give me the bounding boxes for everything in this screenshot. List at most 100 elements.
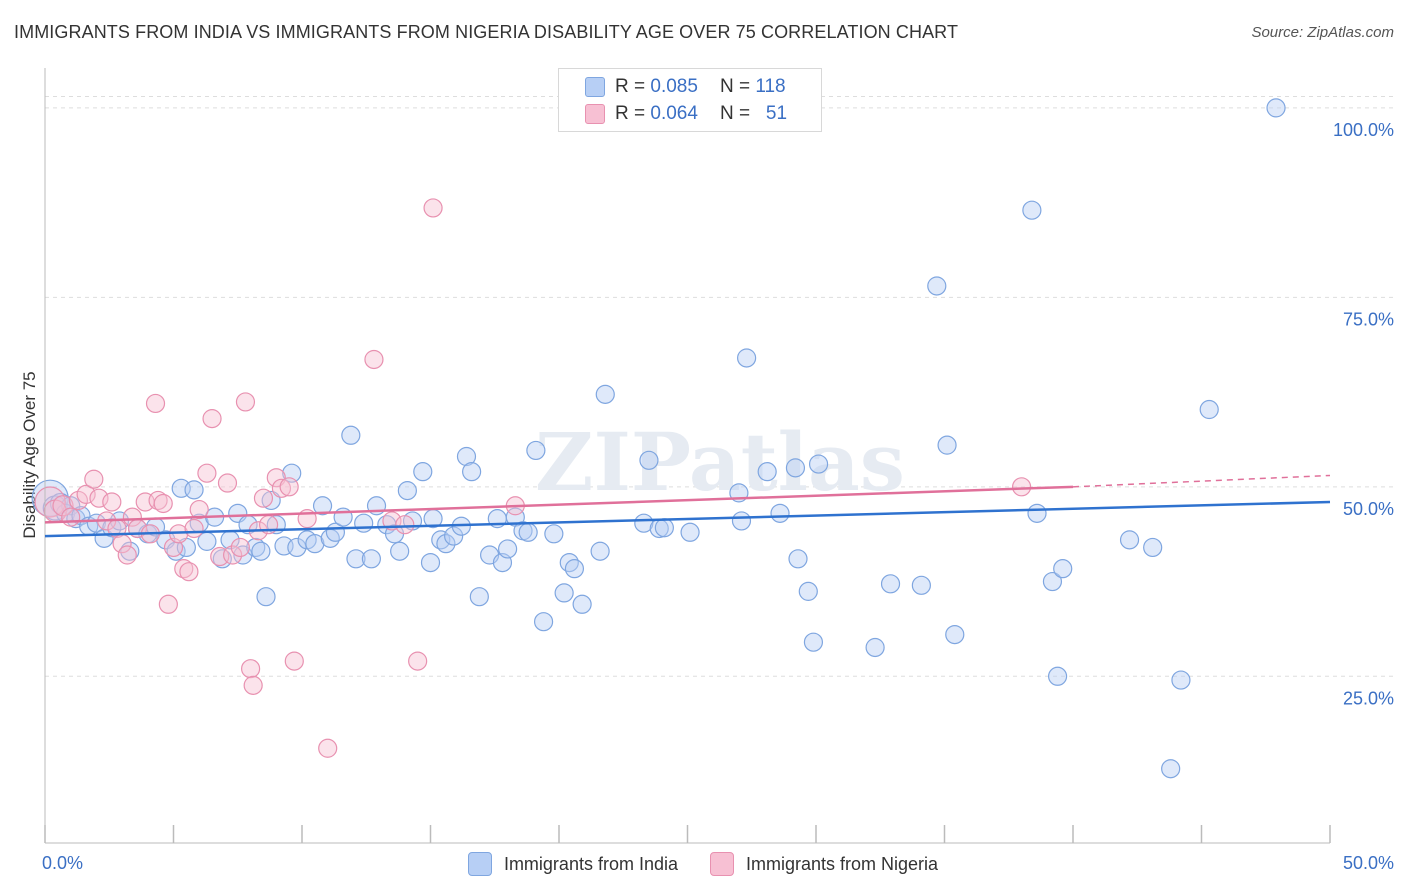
india-point: [354, 513, 374, 533]
india-point: [346, 549, 366, 569]
y-tick-label: 75.0%: [1343, 309, 1394, 329]
watermark: ZIPatlas: [535, 415, 905, 509]
india-point: [462, 462, 482, 482]
india-point: [287, 537, 307, 558]
india-point: [911, 575, 931, 595]
india-point: [1027, 503, 1047, 523]
nigeria-legend-label: Immigrants from Nigeria: [746, 853, 939, 874]
india-legend-swatch: [467, 852, 492, 876]
nigeria-point: [68, 490, 89, 511]
india-point: [469, 587, 489, 607]
india-point: [937, 435, 957, 455]
india-trend-line: [44, 500, 1331, 538]
india-point: [251, 541, 271, 561]
india-point: [639, 450, 659, 470]
india-point: [927, 276, 947, 296]
nigeria-point: [253, 488, 274, 508]
source-label: Source: ZipAtlas.com: [1251, 24, 1394, 41]
nigeria-point: [179, 562, 199, 582]
india-point: [1199, 399, 1219, 420]
india-legend-label: Immigrants from India: [503, 853, 678, 874]
legend-row-nigeria: R = 0.064 N = 51: [585, 101, 787, 127]
y-tick-label: 50.0%: [1343, 499, 1394, 519]
legend-row-india: R = 0.085 N = 118: [585, 74, 786, 100]
india-point: [361, 549, 381, 569]
nigeria-point: [89, 488, 109, 508]
india-point: [554, 583, 574, 603]
nigeria-point: [284, 651, 304, 671]
nigeria-point: [382, 511, 402, 531]
nigeria-point: [395, 515, 415, 535]
chart-title: IMMIGRANTS FROM INDIA VS IMMIGRANTS FROM…: [14, 22, 959, 42]
nigeria-point: [364, 349, 384, 370]
india-r-label: R =: [615, 76, 646, 97]
india-point: [256, 587, 276, 607]
india-point: [1161, 759, 1181, 779]
india-point: [634, 513, 654, 533]
india-point: [518, 522, 538, 542]
india-point: [1042, 571, 1063, 592]
nigeria-r-label: R =: [615, 103, 646, 124]
india-r-value: 0.085: [650, 76, 698, 97]
india-point: [680, 522, 700, 542]
india-point: [1119, 530, 1140, 550]
nigeria-point: [61, 507, 81, 527]
india-point: [544, 524, 564, 544]
india-point: [1053, 559, 1073, 579]
india-point: [456, 446, 477, 467]
india-point: [564, 559, 585, 579]
nigeria-swatch: [585, 104, 605, 124]
nigeria-trend-line: [44, 485, 1074, 524]
india-point: [184, 480, 204, 500]
axes: 100.0% 75.0% 50.0% 25.0%: [44, 68, 1394, 844]
nigeria-point: [235, 392, 256, 412]
x-tick-label-max: 50.0%: [1342, 853, 1394, 873]
nigeria-point: [408, 651, 428, 671]
nigeria-point: [202, 409, 222, 429]
india-point: [1022, 200, 1042, 220]
india-point: [498, 539, 518, 559]
nigeria-point: [271, 478, 292, 498]
nigeria-point: [423, 198, 443, 218]
nigeria-point: [241, 659, 261, 679]
india-point: [808, 454, 829, 474]
nigeria-point: [189, 499, 209, 520]
nigeria-n-label: N =: [719, 103, 751, 124]
india-point: [785, 458, 806, 478]
nigeria-point: [102, 492, 122, 512]
india-point: [572, 594, 592, 614]
india-point: [880, 574, 901, 594]
india-point: [246, 537, 266, 558]
india-point: [803, 632, 824, 652]
india-point: [444, 526, 464, 546]
india-point: [788, 549, 808, 569]
nigeria-point: [197, 463, 217, 483]
nigeria-point: [279, 477, 299, 497]
nigeria-trend-extension: [1072, 474, 1331, 488]
nigeria-n-value: 51: [765, 103, 788, 124]
nigeria-point: [76, 484, 96, 504]
data-points: [31, 98, 1286, 779]
nigeria-point: [1011, 477, 1032, 497]
nigeria-point: [153, 493, 173, 514]
y-tick-label: 25.0%: [1343, 688, 1394, 708]
india-point: [212, 549, 232, 569]
india-point: [1266, 98, 1286, 118]
nigeria-point: [158, 594, 178, 614]
nigeria-point: [217, 473, 238, 493]
india-point: [757, 462, 777, 482]
india-point: [1171, 670, 1191, 690]
india-point: [436, 534, 456, 554]
india-point: [737, 348, 757, 368]
trend-lines: [44, 474, 1331, 538]
india-point: [413, 462, 433, 482]
nigeria-point: [174, 559, 194, 579]
india-point: [798, 581, 818, 601]
nigeria-point: [230, 537, 250, 558]
india-point: [526, 440, 546, 461]
india-point: [590, 541, 610, 561]
nigeria-legend-swatch: [710, 852, 734, 876]
nigeria-point: [52, 495, 74, 517]
india-point: [654, 518, 674, 538]
